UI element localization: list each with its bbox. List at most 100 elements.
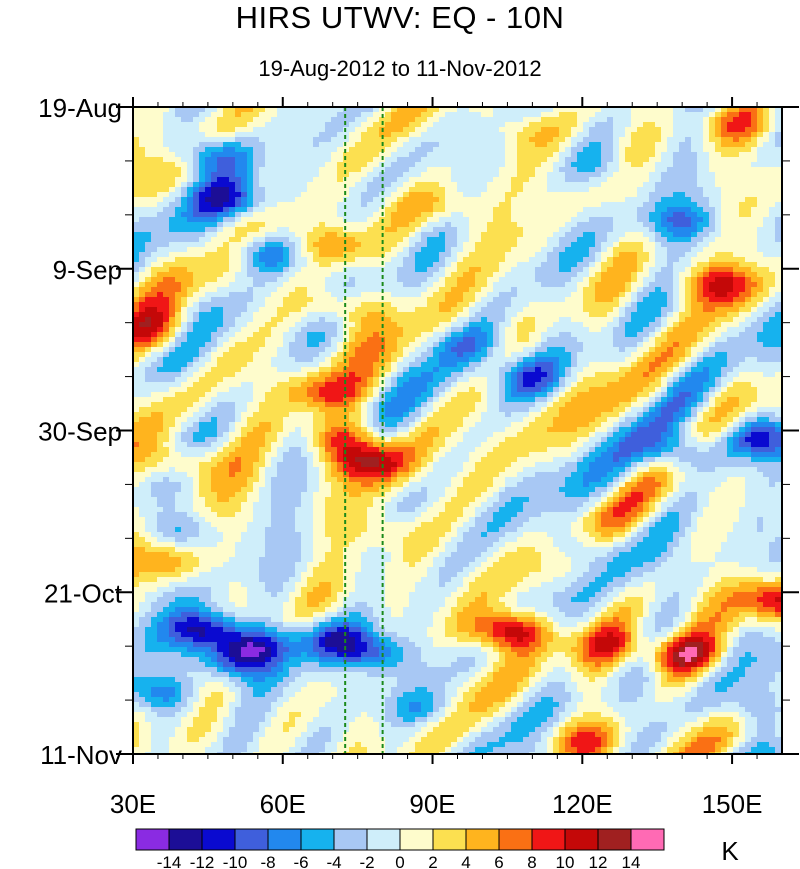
field-cell [439,167,446,173]
field-cell [343,262,350,268]
field-cell [493,317,500,323]
field-cell [541,127,548,133]
field-cell [763,207,770,213]
field-cell [301,267,308,273]
field-cell [181,232,188,238]
field-cell [769,197,776,203]
field-cell [577,262,584,268]
field-cell [751,227,758,233]
field-cell [499,202,506,208]
field-cell [547,327,554,333]
field-cell [481,117,488,123]
field-cell [361,327,368,333]
field-cell [217,202,224,208]
field-cell [607,327,614,333]
field-cell [151,327,158,333]
field-cell [757,207,764,213]
field-cell [211,247,218,253]
field-cell [337,172,344,178]
field-cell [169,107,176,113]
field-cell [361,172,368,178]
field-cell [319,232,326,238]
field-cell [505,187,512,193]
field-cell [649,117,656,123]
field-cell [619,227,626,233]
field-cell [169,322,176,328]
field-cell [145,322,152,328]
field-cell [523,207,530,213]
field-cell [187,107,194,113]
field-cell [721,252,728,258]
field-cell [559,302,566,308]
field-cell [289,322,296,328]
field-cell [535,142,542,148]
field-cell [745,137,752,143]
field-cell [145,137,152,143]
field-cell [169,127,176,133]
field-cell [469,167,476,173]
field-cell [385,147,392,153]
field-cell [703,202,710,208]
field-cell [523,272,530,278]
field-cell [235,247,242,253]
field-cell [373,112,380,118]
field-cell [391,157,398,163]
field-cell [619,197,626,203]
field-cell [385,162,392,168]
field-cell [259,322,266,328]
field-cell [559,332,566,338]
field-cell [301,132,308,138]
field-cell [733,327,740,333]
field-cell [259,267,266,273]
field-cell [277,117,284,123]
field-cell [595,122,602,128]
field-cell [499,327,506,333]
field-cell [589,262,596,268]
field-cell [421,332,428,338]
field-cell [715,127,722,133]
field-cell [193,257,200,263]
field-cell [223,242,230,248]
field-cell [637,282,644,288]
field-cell [709,192,716,198]
field-cell [565,127,572,133]
field-cell [571,127,578,133]
field-cell [139,112,146,118]
field-cell [643,117,650,123]
field-cell [145,242,152,248]
field-cell [673,257,680,263]
field-cell [679,242,686,248]
field-cell [397,332,404,338]
field-cell [685,207,692,213]
field-cell [619,187,626,193]
field-cell [559,167,566,173]
field-cell [427,262,434,268]
field-cell [403,277,410,283]
field-cell [283,142,290,148]
field-cell [415,297,422,303]
field-cell [715,167,722,173]
field-cell [295,217,302,223]
field-cell [673,142,680,148]
field-cell [235,162,242,168]
field-cell [469,162,476,168]
field-cell [511,172,518,178]
field-cell [607,137,614,143]
field-cell [727,157,734,163]
field-cell [715,197,722,203]
field-cell [577,257,584,263]
field-cell [745,327,752,333]
field-cell [451,257,458,263]
field-cell [625,327,632,333]
field-cell [265,222,272,228]
field-cell [709,317,716,323]
field-cell [763,272,770,278]
field-cell [613,207,620,213]
field-cell [469,297,476,303]
field-cell [229,122,236,128]
field-cell [397,232,404,238]
field-cell [253,217,260,223]
field-cell [655,132,662,138]
field-cell [697,132,704,138]
field-cell [163,242,170,248]
